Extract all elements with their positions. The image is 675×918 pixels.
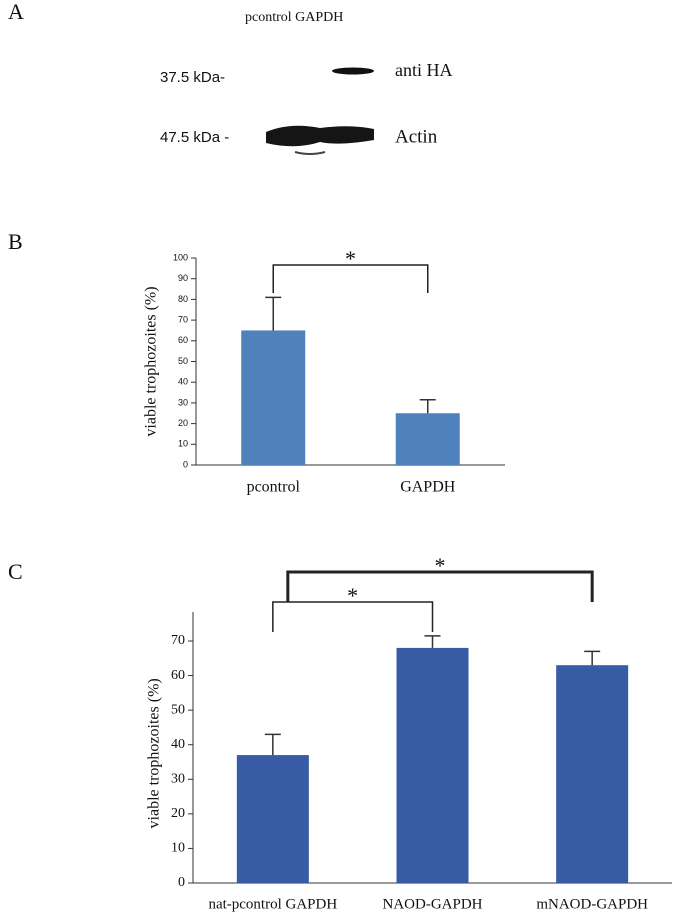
y-tick-label: 0: [178, 875, 185, 890]
y-tick-label: 20: [178, 418, 188, 428]
y-tick-label: 30: [178, 397, 188, 407]
error-bar: [424, 635, 441, 648]
marker-label: 47.5 kDa -: [160, 129, 229, 146]
y-tick-label: 100: [173, 252, 188, 262]
significance-label: *: [347, 583, 358, 608]
blot-band: [266, 125, 374, 147]
error-bar: [264, 733, 281, 756]
y-tick-label: 60: [171, 668, 185, 683]
panel-letter: C: [8, 559, 23, 584]
band-label: anti HA: [395, 60, 453, 80]
significance-bracket: [272, 264, 429, 293]
band-label: Actin: [395, 126, 438, 147]
y-tick-label: 0: [183, 459, 188, 469]
y-tick-label: 50: [178, 356, 188, 366]
y-tick-label: 80: [178, 294, 188, 304]
x-tick-label: mNAOD-GAPDH: [536, 896, 648, 912]
bar: [241, 330, 306, 465]
x-tick-label: pcontrol: [247, 479, 301, 496]
bar: [556, 665, 629, 883]
x-tick-label: NAOD-GAPDH: [383, 896, 483, 912]
y-tick-label: 50: [171, 702, 185, 717]
significance-label: *: [435, 553, 446, 578]
x-tick-label: GAPDH: [400, 479, 456, 496]
y-axis-label: viable trophozoites (%): [146, 678, 163, 828]
blot-smear: [294, 151, 326, 155]
x-tick-label: nat-pcontrol GAPDH: [208, 896, 337, 912]
lane-labels: pcontrol GAPDH: [245, 10, 343, 25]
significance-bracket: [272, 601, 434, 632]
y-tick-label: 70: [178, 314, 188, 324]
y-tick-label: 30: [171, 772, 185, 787]
error-bar: [265, 296, 282, 331]
y-axis-label: viable trophozoites (%): [143, 286, 160, 436]
significance-label: *: [345, 246, 356, 271]
panel-letter: B: [8, 229, 23, 254]
y-tick-label: 90: [178, 273, 188, 283]
significance-bracket: [286, 570, 594, 602]
bar: [236, 755, 309, 883]
y-tick-label: 10: [171, 841, 185, 856]
y-tick-label: 60: [178, 335, 188, 345]
y-tick-label: 40: [178, 377, 188, 387]
panel-letter: A: [8, 0, 24, 24]
y-tick-label: 40: [171, 737, 185, 752]
bar: [395, 413, 460, 465]
y-tick-label: 20: [171, 806, 185, 821]
y-tick-label: 10: [178, 439, 188, 449]
marker-label: 37.5 kDa-: [160, 69, 225, 86]
y-tick-label: 70: [171, 633, 185, 648]
bar: [396, 647, 469, 883]
error-bar: [584, 650, 601, 666]
blot-band: [332, 67, 374, 75]
error-bar: [419, 399, 436, 414]
